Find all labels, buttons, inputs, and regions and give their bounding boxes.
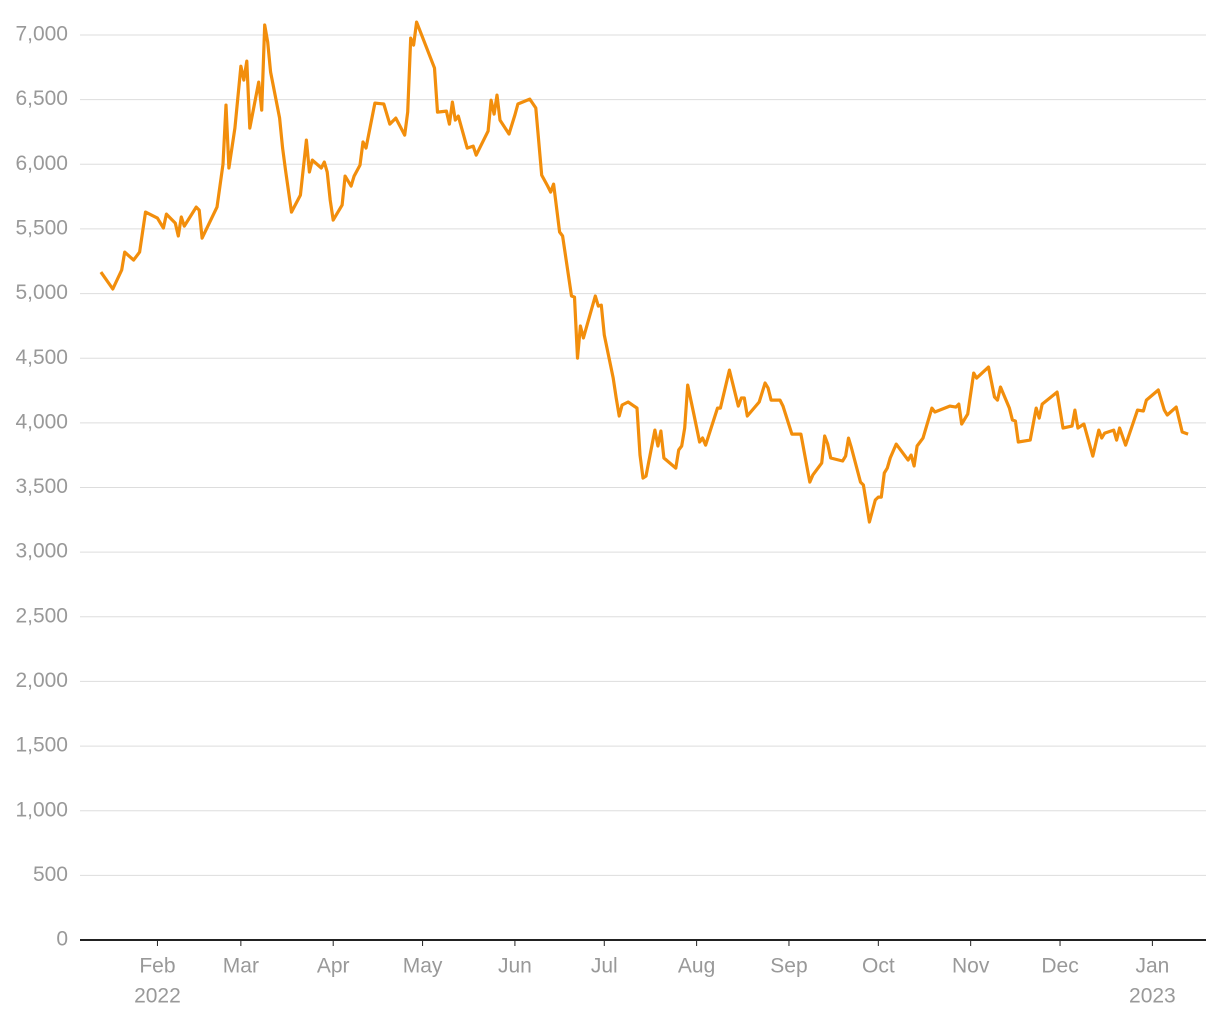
x-tick-label: Apr (317, 955, 350, 978)
y-tick-label: 1,000 (15, 798, 68, 821)
price-line (99, 20, 1189, 524)
y-tick-label: 3,500 (15, 475, 68, 498)
y-tick-label: 6,500 (15, 87, 68, 110)
x-tick-label: Jul (591, 955, 618, 978)
x-tick-label: Jun (498, 955, 532, 978)
x-tick-label: Oct (862, 955, 895, 978)
y-tick-label: 4,500 (15, 346, 68, 369)
x-tick-label: Dec (1041, 955, 1078, 978)
x-tick-label: Mar (223, 955, 259, 978)
y-tick-label: 0 (56, 928, 68, 951)
y-tick-label: 1,500 (15, 734, 68, 757)
y-tick-label: 5,500 (15, 216, 68, 239)
x-tick-label: Jan (1135, 955, 1169, 978)
x-tick-label: Sep (770, 955, 807, 978)
y-tick-label: 3,000 (15, 540, 68, 563)
y-tick-label: 5,000 (15, 281, 68, 304)
x-tick-label: Aug (678, 955, 715, 978)
x-tick-label: Nov (952, 955, 990, 978)
x-tick-year: 2023 (1129, 985, 1176, 1008)
x-tick-label: Feb (139, 955, 175, 978)
y-tick-label: 500 (33, 863, 68, 886)
x-tick-year: 2022 (134, 985, 181, 1008)
x-tick-label: May (403, 955, 443, 978)
y-tick-label: 2,500 (15, 604, 68, 627)
y-tick-label: 4,000 (15, 410, 68, 433)
y-tick-label: 6,000 (15, 152, 68, 175)
y-tick-label: 2,000 (15, 669, 68, 692)
y-tick-label: 7,000 (15, 23, 68, 46)
